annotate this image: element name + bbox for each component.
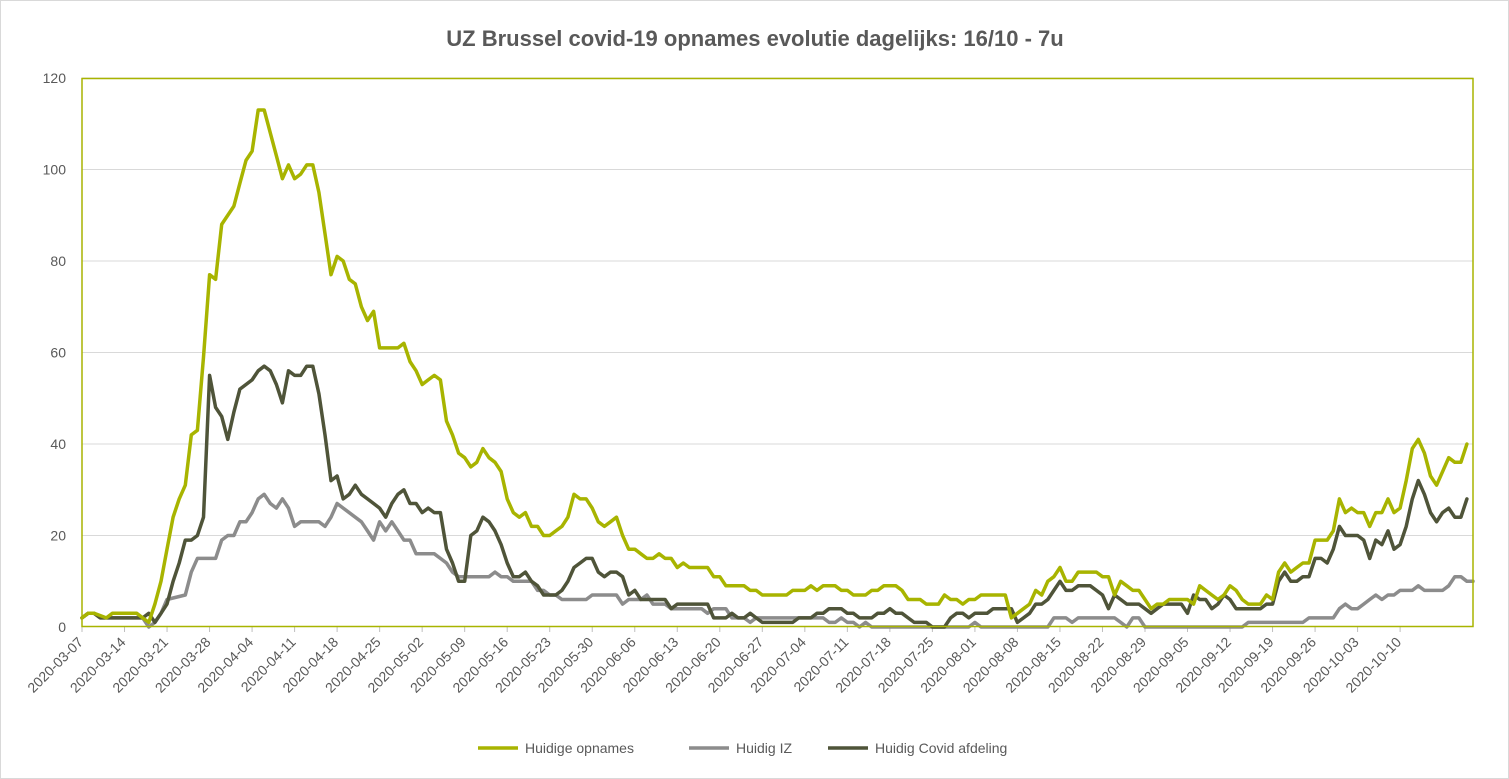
legend-label: Huidige opnames: [525, 740, 634, 756]
legend-label: Huidig IZ: [736, 740, 792, 756]
y-tick-label: 40: [50, 436, 66, 452]
legend-label: Huidig Covid afdeling: [875, 740, 1007, 756]
series-line-2: [80, 492, 1475, 629]
series-lines: [80, 108, 1475, 629]
y-tick-label: 20: [50, 528, 66, 544]
legend: Huidige opnames Huidig IZ Huidig Covid afd…: [478, 740, 1007, 756]
series-line-3: [80, 364, 1469, 629]
y-tick-label: 60: [50, 345, 66, 361]
y-tick-label: 100: [43, 162, 67, 178]
y-axis-ticks: 0 20 40 60 80 100 120: [43, 70, 67, 635]
chart-title: UZ Brussel covid-19 opnames evolutie dag…: [446, 26, 1063, 51]
y-tick-label: 80: [50, 253, 66, 269]
y-tick-label: 120: [43, 70, 67, 86]
series-line-1: [80, 108, 1469, 625]
y-tick-label: 0: [58, 619, 66, 635]
plot-area-border: [81, 77, 1474, 628]
